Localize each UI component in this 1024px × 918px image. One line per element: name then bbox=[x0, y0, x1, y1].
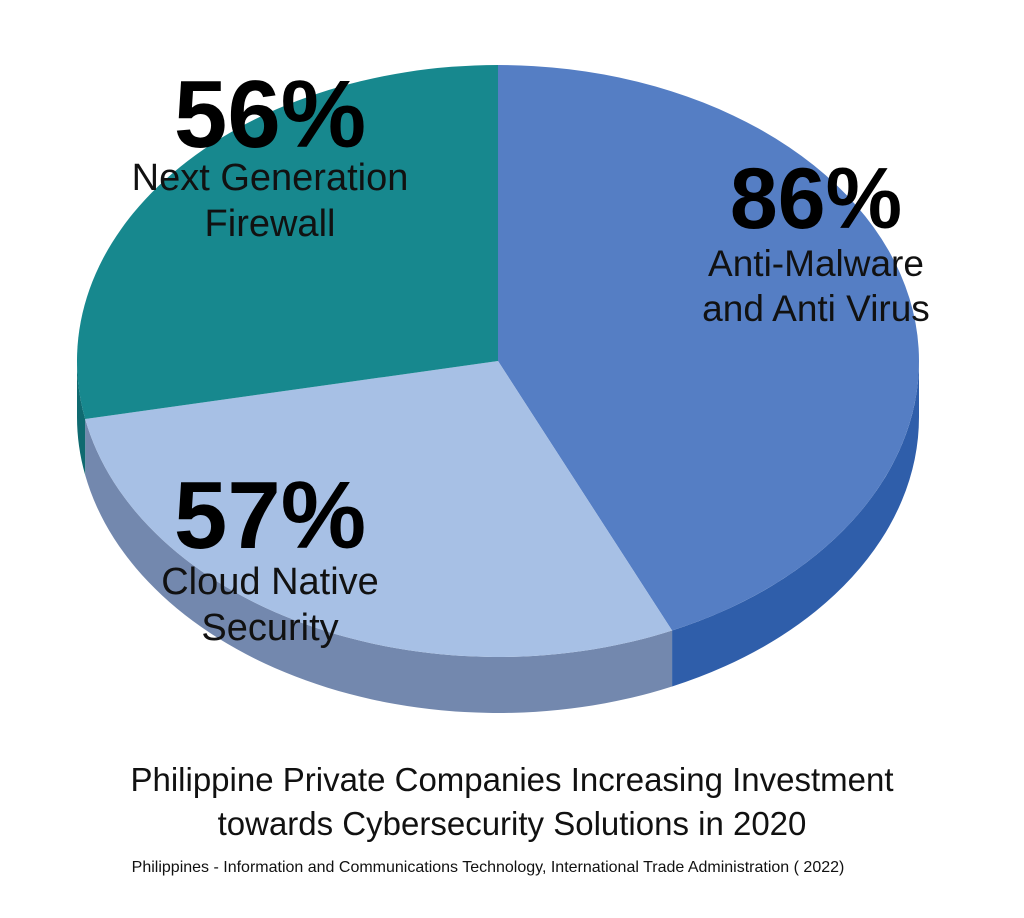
chart-title-line-2: towards Cybersecurity Solutions in 2020 bbox=[217, 805, 807, 842]
pie-slices bbox=[77, 65, 920, 657]
chart-title-line-1: Philippine Private Companies Increasing … bbox=[130, 761, 894, 798]
slice-next-generation-firewall bbox=[77, 65, 498, 420]
slice-anti-malware-and-anti-virus bbox=[498, 65, 920, 631]
slice-value-label-anti-malware-and-anti-virus: 86% bbox=[730, 151, 902, 247]
slice-category-label-next-generation-firewall-line-2: Firewall bbox=[205, 203, 336, 245]
slice-value-label-cloud-native-security: 57% bbox=[174, 462, 366, 569]
slice-cloud-native-security bbox=[85, 361, 673, 657]
slice-side-next-generation-firewall bbox=[77, 361, 86, 476]
slice-category-label-cloud-native-security-line-1: Cloud Native bbox=[161, 561, 379, 603]
slice-category-label-cloud-native-security-line-2: Security bbox=[201, 607, 338, 649]
slice-side-anti-malware-and-anti-virus bbox=[672, 361, 919, 687]
slice-value-label-next-generation-firewall: 56% bbox=[174, 61, 366, 168]
slice-category-label-anti-malware-and-anti-virus-line-2: and Anti Virus bbox=[702, 288, 930, 329]
slice-category-label-anti-malware-and-anti-virus-line-1: Anti-Malware bbox=[708, 243, 924, 284]
pie-3d-sides bbox=[77, 361, 919, 713]
slice-category-label-next-generation-firewall-line-1: Next Generation bbox=[132, 157, 409, 199]
slice-side-cloud-native-security bbox=[85, 419, 673, 713]
chart-source: Philippines - Information and Communicat… bbox=[131, 859, 845, 876]
